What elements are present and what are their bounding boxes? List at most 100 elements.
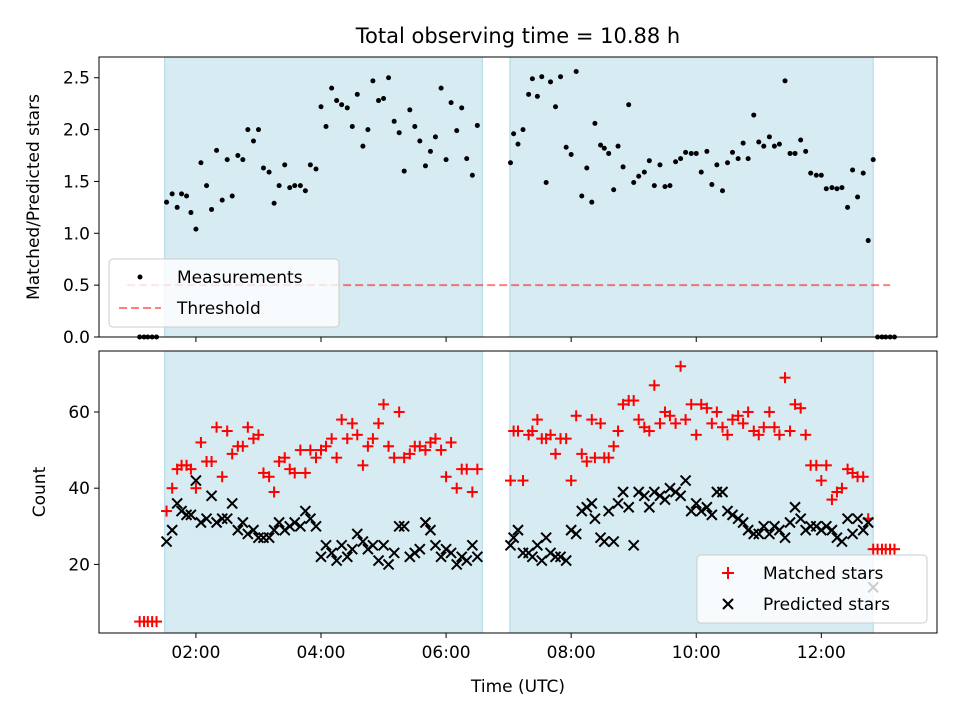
predicted-star-point bbox=[185, 509, 197, 521]
measurement-point bbox=[698, 169, 704, 175]
predicted-star-point bbox=[846, 528, 859, 540]
measurement-point bbox=[381, 95, 387, 101]
matched-star-point bbox=[654, 417, 666, 429]
count-y-axis: 20 40 60 bbox=[68, 403, 99, 575]
measurement-point bbox=[855, 194, 861, 200]
observing-band-2 bbox=[509, 56, 874, 338]
matched-star-point bbox=[237, 440, 249, 452]
matched-star-point bbox=[695, 398, 707, 410]
matched-star-point bbox=[550, 448, 562, 460]
predicted-star-point bbox=[632, 486, 645, 498]
predicted-star-point bbox=[570, 528, 582, 540]
matched-star-points bbox=[134, 360, 900, 628]
matched-star-point bbox=[445, 436, 457, 448]
measurement-point bbox=[193, 226, 199, 232]
measurement-point bbox=[662, 184, 668, 190]
predicted-star-point bbox=[299, 505, 312, 517]
predicted-star-point bbox=[451, 558, 463, 571]
predicted-star-point bbox=[195, 516, 207, 529]
matched-star-point bbox=[289, 467, 301, 479]
measurement-point bbox=[589, 199, 595, 205]
predicted-star-point bbox=[315, 551, 327, 563]
predicted-star-point bbox=[357, 535, 369, 548]
predicted-star-point bbox=[779, 532, 791, 544]
matched-star-point bbox=[398, 452, 410, 464]
ratio-legend-box bbox=[108, 258, 340, 328]
matched-star-point bbox=[727, 414, 739, 426]
matched-star-point bbox=[701, 402, 713, 414]
predicted-star-point bbox=[659, 493, 671, 506]
measurement-point bbox=[432, 134, 438, 140]
predicted-star-point bbox=[794, 512, 807, 525]
measurement-point bbox=[761, 143, 767, 149]
matched-star-point bbox=[166, 482, 178, 494]
measurement-point bbox=[323, 123, 329, 129]
measurement-point bbox=[469, 172, 475, 178]
matched-legend-label: Matched stars bbox=[763, 564, 883, 584]
matched-star-point bbox=[685, 398, 697, 410]
matched-star-point bbox=[373, 417, 385, 429]
matched-star-point bbox=[294, 444, 306, 456]
matched-star-point bbox=[753, 429, 765, 441]
matched-star-point bbox=[633, 414, 645, 426]
matched-star-point bbox=[393, 406, 405, 418]
measurement-point bbox=[302, 188, 308, 194]
time-x-tick-label: 04:00 bbox=[297, 643, 346, 663]
matched-star-point bbox=[570, 410, 582, 422]
matched-star-point bbox=[504, 475, 516, 487]
predicted-star-point bbox=[221, 512, 233, 525]
matched-star-point bbox=[383, 440, 395, 452]
measurement-points bbox=[137, 69, 897, 340]
predicted-star-point bbox=[247, 524, 260, 536]
matched-star-point bbox=[263, 471, 275, 483]
ratio-panel: 0.0 0.5 1.0 1.5 2.0 2.5 Matched/Predicted sta… bbox=[24, 56, 938, 348]
measurement-point bbox=[606, 150, 612, 156]
count-legend-box bbox=[696, 554, 928, 624]
matched-star-point bbox=[628, 395, 640, 407]
ratio-y-tick-label: 0.5 bbox=[63, 276, 90, 296]
predicted-star-point bbox=[607, 535, 620, 548]
count-panel-frame bbox=[98, 350, 938, 634]
predicted-star-point bbox=[638, 490, 651, 502]
measurement-point bbox=[349, 123, 355, 129]
matched-star-point bbox=[795, 402, 807, 414]
measurement-point bbox=[673, 159, 679, 165]
measurement-point bbox=[766, 134, 772, 140]
measurement-point bbox=[870, 157, 876, 163]
predicted-star-point bbox=[716, 486, 729, 498]
measurement-point bbox=[520, 127, 526, 133]
measurement-point bbox=[792, 150, 798, 156]
predicted-star-point bbox=[171, 497, 183, 510]
predicted-star-point bbox=[398, 520, 410, 533]
matched-star-point bbox=[161, 505, 173, 517]
matched-star-point bbox=[888, 543, 900, 555]
matched-star-point bbox=[435, 444, 447, 456]
matched-star-point bbox=[589, 452, 601, 464]
predicted-star-point bbox=[504, 539, 517, 552]
time-x-tick-label: 06:00 bbox=[422, 643, 471, 663]
measurement-point bbox=[307, 162, 313, 168]
measurement-point bbox=[845, 204, 851, 210]
measurement-point bbox=[651, 183, 657, 189]
matched-star-point bbox=[221, 425, 233, 437]
matched-star-point bbox=[268, 486, 280, 498]
matched-star-point bbox=[706, 417, 718, 429]
matched-star-point bbox=[279, 452, 291, 464]
measurement-point bbox=[573, 69, 579, 75]
measurement-point bbox=[543, 179, 549, 185]
predicted-star-point bbox=[554, 551, 567, 563]
matched-star-point bbox=[789, 398, 801, 410]
measurement-point bbox=[276, 183, 282, 189]
ratio-y-tick-label: 1.5 bbox=[63, 172, 90, 192]
predicted-star-point bbox=[471, 551, 484, 563]
predicted-star-point bbox=[622, 501, 635, 513]
count-y-tick-label: 60 bbox=[68, 403, 90, 423]
ratio-x-ticks bbox=[195, 337, 822, 342]
measurement-point bbox=[198, 160, 204, 166]
matched-star-point bbox=[211, 421, 223, 433]
measurement-point bbox=[641, 169, 647, 175]
measurement-point bbox=[719, 188, 725, 194]
observing-bands bbox=[164, 350, 874, 634]
predicted-star-point bbox=[706, 509, 718, 521]
measurement-point bbox=[164, 199, 170, 205]
